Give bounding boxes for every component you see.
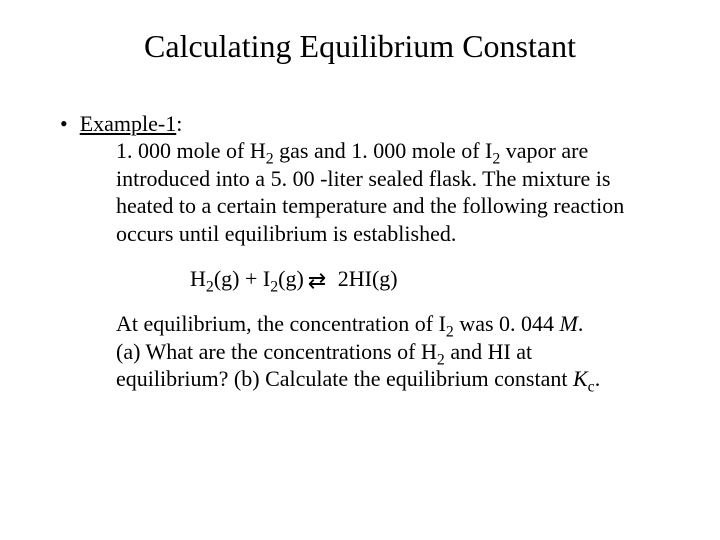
problem-paragraph-2: At equilibrium, the concentration of I2 … (116, 310, 640, 338)
eq-h-sub: 2 (206, 278, 214, 295)
equilibrium-arrow-icon: ⇄ (308, 268, 326, 294)
p2-M: M (560, 311, 578, 336)
eq-g3: (g) (372, 266, 398, 291)
p1-text-b: gas and 1. 000 mole of I (274, 138, 493, 163)
eq-plus: + (239, 266, 262, 291)
example-bullet: • Example-1: (60, 111, 670, 137)
eq-i-sub: 2 (270, 278, 278, 295)
eq-hi: HI (349, 266, 372, 291)
p2-text-c: . (578, 311, 584, 336)
slide: Calculating Equilibrium Constant • Examp… (0, 0, 720, 540)
eq-rhs-coef: 2 (332, 266, 349, 291)
problem-paragraph-3: (a) What are the concentrations of H2 an… (116, 338, 640, 393)
p3-c-sub: c (588, 379, 595, 396)
p2-text-a: At equilibrium, the concentration of I (116, 311, 446, 336)
bullet-dot: • (60, 111, 68, 137)
slide-title: Calculating Equilibrium Constant (50, 28, 670, 65)
reaction-equation: H2(g) + I2(g)⇄ 2HI(g) (190, 266, 670, 292)
eq-g2: (g) (278, 266, 304, 291)
problem-paragraph-1: 1. 000 mole of H2 gas and 1. 000 mole of… (116, 137, 640, 248)
eq-h: H (190, 266, 206, 291)
eq-g1: (g) (214, 266, 240, 291)
p3-text-a: (a) What are the concentrations of H (116, 339, 437, 364)
p3-end: . (595, 366, 601, 391)
p2-text-b: was 0. 044 (454, 311, 560, 336)
example-label: Example-1 (80, 111, 177, 136)
p1-text-a: 1. 000 mole of H (116, 138, 266, 163)
p3-K: K (573, 366, 588, 391)
example-label-wrap: Example-1: (80, 111, 183, 137)
example-colon: : (176, 111, 182, 136)
